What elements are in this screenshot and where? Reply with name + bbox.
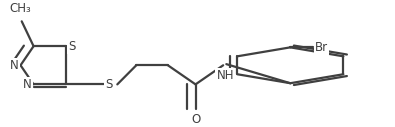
Text: O: O: [191, 113, 200, 126]
Text: S: S: [68, 40, 76, 53]
Text: NH: NH: [216, 69, 234, 82]
Text: N: N: [23, 78, 32, 91]
Text: CH₃: CH₃: [9, 2, 31, 15]
Text: Br: Br: [315, 41, 328, 54]
Text: S: S: [105, 78, 112, 91]
Text: N: N: [10, 59, 19, 72]
